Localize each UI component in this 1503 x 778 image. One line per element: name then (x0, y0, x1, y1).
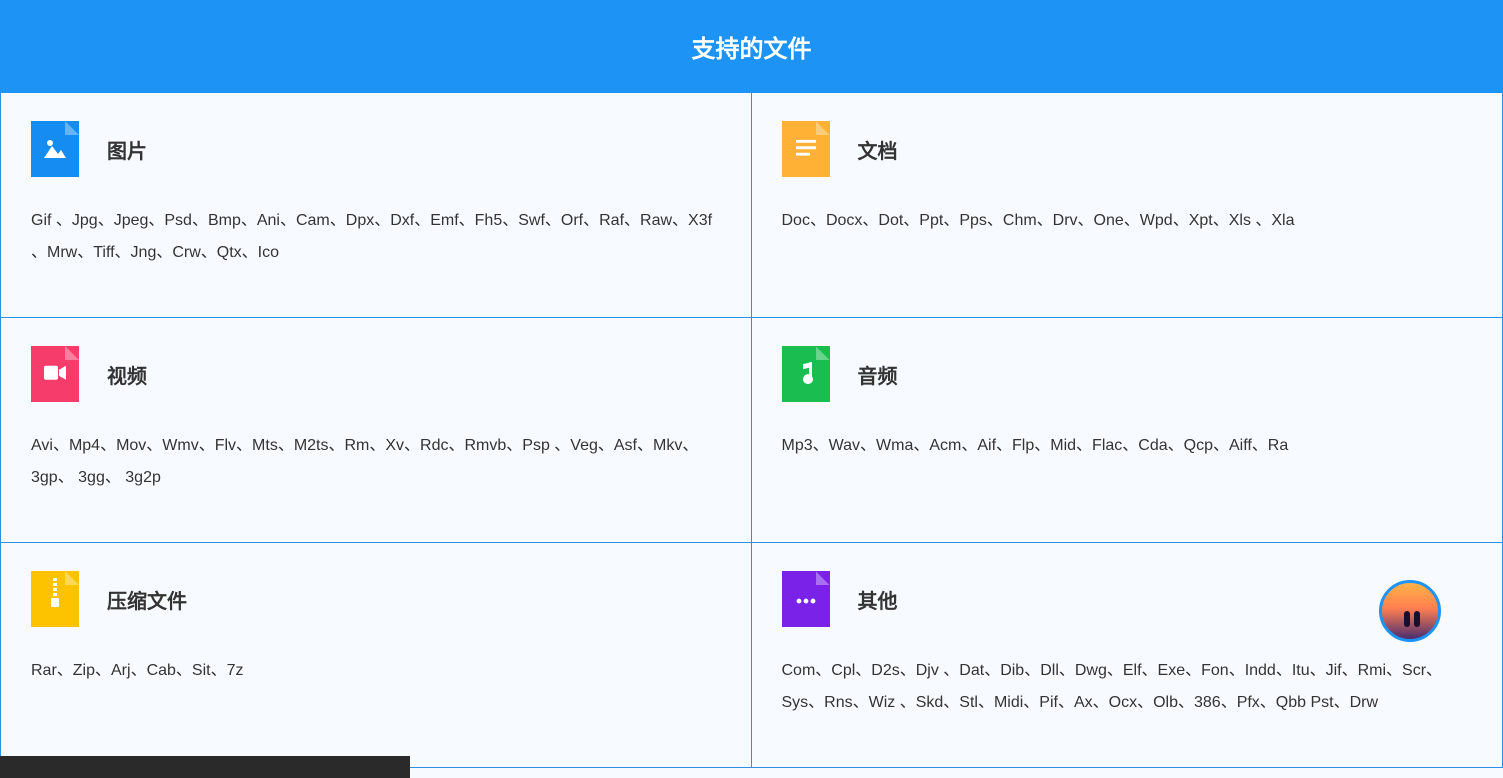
category-cell-audio: 音频 Mp3、Wav、Wma、Acm、Aif、Flp、Mid、Flac、Cda、… (752, 318, 1503, 543)
category-cell-image: 图片 Gif 、Jpg、Jpeg、Psd、Bmp、Ani、Cam、Dpx、Dxf… (0, 93, 752, 318)
audio-file-icon (782, 346, 830, 402)
category-formats: Mp3、Wav、Wma、Acm、Aif、Flp、Mid、Flac、Cda、Qcp… (782, 430, 1473, 462)
video-file-icon (31, 346, 79, 402)
category-formats: Doc、Docx、Dot、Ppt、Pps、Chm、Drv、One、Wpd、Xpt… (782, 205, 1473, 237)
category-title: 视频 (107, 360, 147, 389)
category-title: 图片 (107, 135, 147, 164)
other-file-icon (782, 571, 830, 627)
category-title: 文档 (858, 135, 898, 164)
category-head: 文档 (782, 121, 1473, 177)
page-header: 支持的文件 (0, 0, 1503, 93)
category-formats: Rar、Zip、Arj、Cab、Sit、7z (31, 655, 721, 687)
category-formats: Com、Cpl、D2s、Djv 、Dat、Dib、Dll、Dwg、Elf、Exe… (782, 655, 1473, 719)
category-head: 图片 (31, 121, 721, 177)
category-formats: Gif 、Jpg、Jpeg、Psd、Bmp、Ani、Cam、Dpx、Dxf、Em… (31, 205, 721, 269)
page-title: 支持的文件 (692, 36, 812, 63)
category-cell-other: 其他 Com、Cpl、D2s、Djv 、Dat、Dib、Dll、Dwg、Elf、… (752, 543, 1503, 768)
category-title: 其他 (858, 585, 898, 614)
category-cell-archive: 压缩文件 Rar、Zip、Arj、Cab、Sit、7z (0, 543, 752, 768)
category-title: 音频 (858, 360, 898, 389)
floating-avatar-button[interactable] (1379, 580, 1441, 642)
category-title: 压缩文件 (107, 585, 187, 614)
image-file-icon (31, 121, 79, 177)
document-file-icon (782, 121, 830, 177)
bottom-overlay-bar (0, 756, 410, 778)
category-head: 压缩文件 (31, 571, 721, 627)
category-formats: Avi、Mp4、Mov、Wmv、Flv、Mts、M2ts、Rm、Xv、Rdc、R… (31, 430, 721, 494)
category-head: 音频 (782, 346, 1473, 402)
category-grid: 图片 Gif 、Jpg、Jpeg、Psd、Bmp、Ani、Cam、Dpx、Dxf… (0, 93, 1503, 768)
category-cell-document: 文档 Doc、Docx、Dot、Ppt、Pps、Chm、Drv、One、Wpd、… (752, 93, 1503, 318)
category-head: 其他 (782, 571, 1473, 627)
archive-file-icon (31, 571, 79, 627)
category-head: 视频 (31, 346, 721, 402)
category-cell-video: 视频 Avi、Mp4、Mov、Wmv、Flv、Mts、M2ts、Rm、Xv、Rd… (0, 318, 752, 543)
